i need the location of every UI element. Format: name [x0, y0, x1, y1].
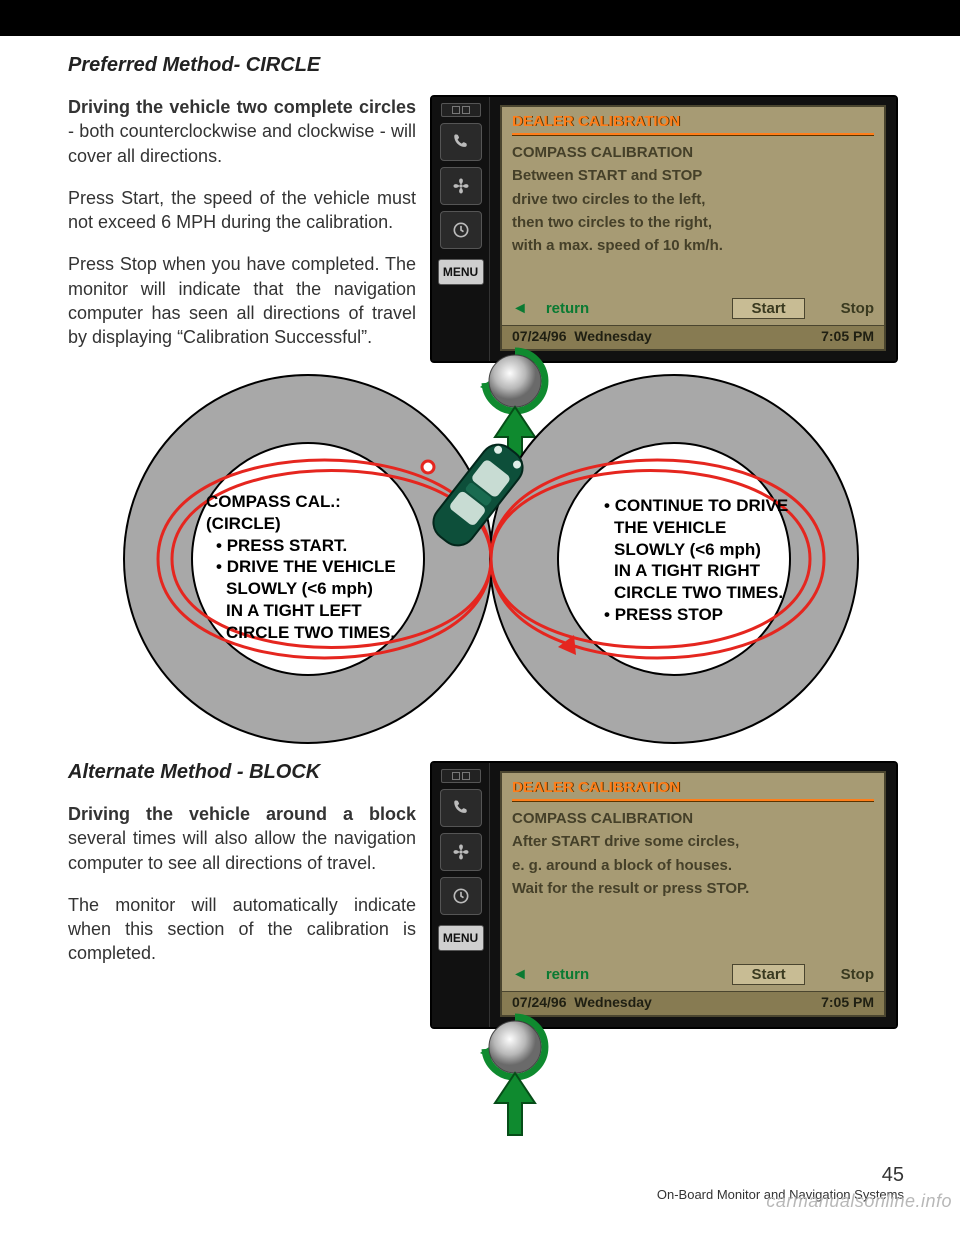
- s2-p1-rest: several times will also allow the naviga…: [68, 828, 416, 872]
- screen1-l2: Between START and STOP: [512, 164, 874, 187]
- phone-button[interactable]: [440, 123, 482, 161]
- clock-button[interactable]: [440, 211, 482, 249]
- s2-p1-bold: Driving the vehicle around a block: [68, 804, 416, 824]
- screen-1: DEALER CALIBRATION COMPASS CALIBRATION B…: [500, 105, 886, 351]
- status-time: 7:05 PM: [821, 994, 874, 1013]
- return-arrow-icon: ◄: [512, 966, 528, 984]
- return-label[interactable]: return: [546, 966, 589, 983]
- status-day: Wednesday: [574, 994, 652, 1010]
- diag-right-b2: PRESS STOP: [604, 604, 820, 626]
- screen2-l3: e. g. around a block of houses.: [512, 854, 874, 877]
- screen1-l3: drive two circles to the left,: [512, 188, 874, 211]
- diag-left-title: COMPASS CAL.:: [206, 491, 426, 513]
- return-label[interactable]: return: [546, 300, 589, 317]
- section1-text-column: Driving the vehicle two complete circles…: [68, 95, 416, 363]
- screen-2: DEALER CALIBRATION COMPASS CALIBRATION A…: [500, 771, 886, 1017]
- top-black-bar: [0, 0, 960, 36]
- fan-button[interactable]: [440, 833, 482, 871]
- s1-p2: Press Start, the speed of the vehicle mu…: [68, 186, 416, 235]
- screen1-l5: with a max. speed of 10 km/h.: [512, 234, 874, 257]
- screen2-l2: After START drive some circles,: [512, 830, 874, 853]
- screen1-l4: then two circles to the right,: [512, 211, 874, 234]
- screen1-title: DEALER CALIBRATION: [512, 113, 874, 130]
- device-side-panel: MENU: [432, 97, 490, 361]
- screen2-rule: [512, 799, 874, 801]
- status-date: 07/24/96: [512, 328, 567, 344]
- phone-button[interactable]: [440, 789, 482, 827]
- status-date: 07/24/96: [512, 994, 567, 1010]
- diag-left-sub: (CIRCLE): [206, 513, 426, 535]
- s1-p1-bold: Driving the vehicle two complete circles: [68, 97, 416, 117]
- stop-button[interactable]: Stop: [841, 966, 874, 983]
- s1-p1: Driving the vehicle two complete circles…: [68, 95, 416, 168]
- diagram-left-text: COMPASS CAL.: (CIRCLE) PRESS START. DRIV…: [206, 491, 426, 643]
- screen1-l1: COMPASS CALIBRATION: [512, 141, 874, 164]
- screen2-buttons: ◄ return Start Stop: [512, 962, 874, 987]
- s2-p2: The monitor will automatically indicate …: [68, 893, 416, 966]
- start-button[interactable]: Start: [732, 298, 804, 319]
- heading-circle: Preferred Method- CIRCLE: [68, 54, 908, 77]
- page-number: 45: [657, 1164, 904, 1187]
- s2-p1: Driving the vehicle around a block sever…: [68, 802, 416, 875]
- device2-side-panel: MENU: [432, 763, 490, 1027]
- diag-right-b1: CONTINUE TO DRIVE THE VEHICLE SLOWLY (<6…: [604, 495, 820, 604]
- menu-button[interactable]: MENU: [438, 259, 484, 285]
- figure-eight-diagram: COMPASS CAL.: (CIRCLE) PRESS START. DRIV…: [98, 367, 878, 751]
- menu-button[interactable]: MENU: [438, 925, 484, 951]
- monitor-device-2: MENU DEALER CALIBRATION COMPASS CALIBRAT…: [430, 761, 898, 1029]
- status-day: Wednesday: [574, 328, 652, 344]
- page-content: Preferred Method- CIRCLE Driving the veh…: [0, 36, 960, 1212]
- s1-p1-rest: - both counterclockwise and clockwise - …: [68, 121, 416, 165]
- screen1-buttons: ◄ return Start Stop: [512, 296, 874, 321]
- watermark: carmanualsonline.info: [766, 1191, 952, 1212]
- indicator-icon: [441, 103, 481, 117]
- diag-left-b2: DRIVE THE VEHICLE SLOWLY (<6 mph) IN A T…: [216, 556, 426, 643]
- return-arrow-icon: ◄: [512, 300, 528, 318]
- s1-p3: Press Stop when you have completed. The …: [68, 252, 416, 349]
- start-button[interactable]: Start: [732, 964, 804, 985]
- fan-button[interactable]: [440, 167, 482, 205]
- clock-button[interactable]: [440, 877, 482, 915]
- heading-block: Alternate Method - BLOCK: [68, 761, 416, 784]
- status-time: 7:05 PM: [821, 328, 874, 347]
- screen2-l4: Wait for the result or press STOP.: [512, 877, 874, 900]
- indicator-icon: [441, 769, 481, 783]
- monitor-device-1: MENU DEALER CALIBRATION COMPASS CALIBRAT…: [430, 95, 898, 363]
- rotary-knob-2: [460, 1009, 570, 1139]
- diagram-right-text: CONTINUE TO DRIVE THE VEHICLE SLOWLY (<6…: [594, 495, 820, 626]
- screen1-rule: [512, 133, 874, 135]
- screen2-title: DEALER CALIBRATION: [512, 779, 874, 796]
- diag-left-b1: PRESS START.: [216, 535, 426, 557]
- screen2-l1: COMPASS CALIBRATION: [512, 807, 874, 830]
- stop-button[interactable]: Stop: [841, 300, 874, 317]
- section2-text-column: Alternate Method - BLOCK Driving the veh…: [68, 761, 416, 1029]
